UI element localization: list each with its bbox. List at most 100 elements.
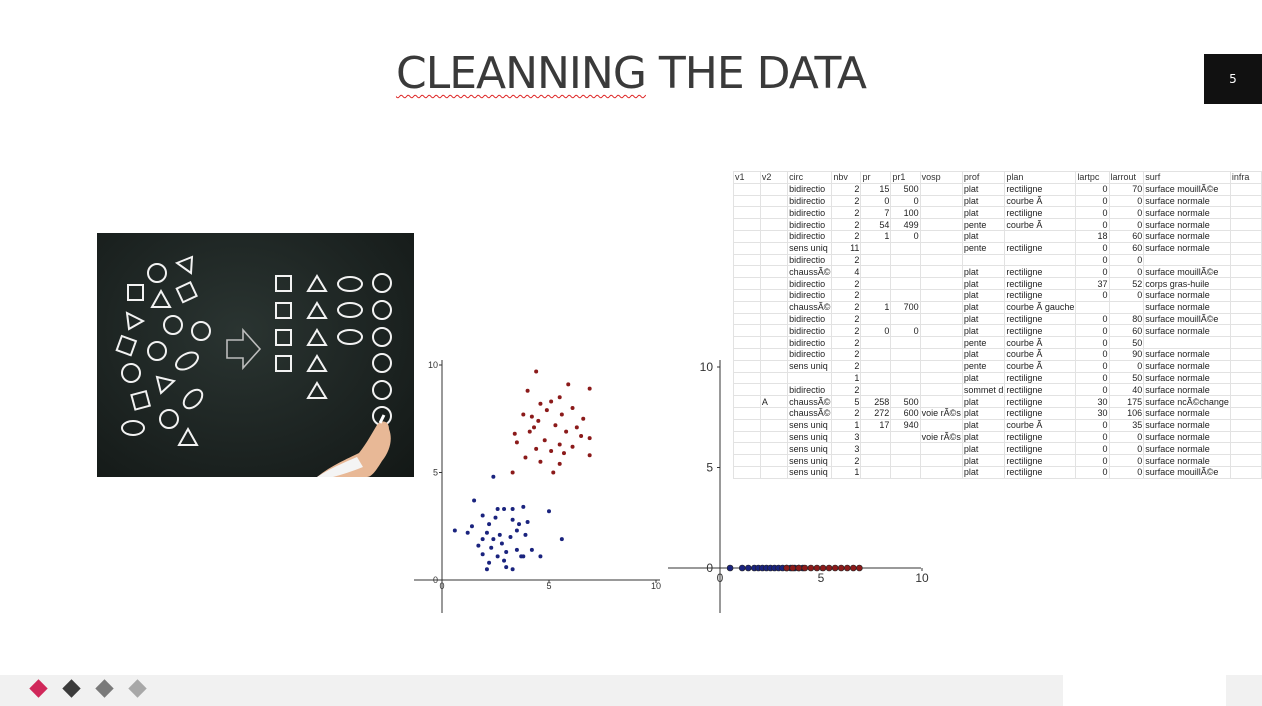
slide-number-badge: 5 (1204, 54, 1262, 104)
spreadsheet-cell: 500 (890, 182, 921, 196)
spreadsheet-cell: surface normale (1143, 418, 1231, 432)
spreadsheet-cell: bidirectio (787, 206, 833, 220)
data-point (553, 423, 558, 428)
spreadsheet-cell: 0 (1108, 465, 1145, 479)
data-point (587, 436, 592, 441)
spreadsheet-cell: 52 (1108, 277, 1145, 290)
spreadsheet-header-cell: pr1 (890, 171, 921, 184)
spreadsheet-cell: 0 (1108, 218, 1145, 231)
spreadsheet-cell: pente (961, 336, 1006, 349)
spreadsheet-cell: courbe Ã (1004, 359, 1077, 373)
spreadsheet-cell: courbe Ã gauche (1004, 300, 1077, 314)
spreadsheet-cell (733, 206, 761, 220)
spreadsheet-cell: 2 (831, 288, 862, 302)
spreadsheet-cell: 0 (860, 324, 892, 338)
spreadsheet-cell: 2 (831, 406, 862, 420)
spreadsheet-cell: courbe Ã (1004, 218, 1077, 231)
spreadsheet-cell (1229, 218, 1262, 231)
spreadsheet-cell (733, 218, 761, 231)
spreadsheet-cell: 60 (1108, 324, 1145, 338)
spreadsheet-cell: 0 (1075, 218, 1110, 231)
data-point (783, 564, 790, 572)
spreadsheet-cell: sens uniq (787, 442, 833, 456)
data-point (807, 564, 815, 572)
data-point (570, 406, 575, 410)
data-point (499, 541, 504, 546)
spreadsheet-cell: 0 (1075, 336, 1110, 349)
data-point (484, 567, 489, 572)
spreadsheet-row: chaussÃ© 4 plat rectiligne 0 0 surface mouillÃ… (733, 265, 1262, 279)
y-tick-label: 10 (428, 360, 438, 370)
spreadsheet-cell: bidirectio (787, 324, 833, 338)
spreadsheet-cell (1229, 300, 1262, 314)
spreadsheet-cell: bidirectio (787, 277, 833, 290)
spreadsheet-cell (1229, 194, 1262, 208)
spreadsheet-cell (759, 288, 789, 302)
spreadsheet-cell (1143, 253, 1231, 267)
spreadsheet-row: sens uniq 1 plat rectiligne 0 0 surface mouill… (733, 465, 1262, 479)
spreadsheet-cell: 70 (1108, 182, 1145, 196)
data-point (508, 535, 513, 539)
spreadsheet-cell: plat (961, 265, 1006, 279)
spreadsheet-cell: plat (961, 371, 1006, 385)
spreadsheet-cell: 0 (1108, 430, 1145, 444)
spreadsheet-cell (759, 300, 789, 314)
data-point (480, 513, 485, 518)
spreadsheet-cell (733, 336, 761, 349)
spreadsheet-cell: plat (961, 406, 1006, 420)
spreadsheet-cell: bidirectio (787, 336, 833, 349)
spreadsheet-cell: 1 (831, 465, 862, 479)
spreadsheet-cell (890, 383, 921, 397)
spreadsheet-cell: 18 (1075, 229, 1110, 243)
spreadsheet-cell: 5 (831, 395, 862, 408)
spreadsheet-cell (890, 241, 921, 255)
spreadsheet-cell (759, 336, 789, 349)
spreadsheet-cell: corps gras-huile (1143, 277, 1231, 290)
data-point (587, 453, 592, 458)
spreadsheet-cell (890, 277, 921, 290)
spreadsheet-cell: rectiligne (1004, 442, 1077, 456)
spreadsheet-cell: 0 (890, 324, 921, 338)
spreadsheet-row: bidirectio 2 sommet d rectiligne 0 40 surface … (733, 383, 1262, 397)
spreadsheet-cell (759, 406, 789, 420)
slide-title-misspelled-word: CLEANNING (395, 48, 647, 99)
spreadsheet-cell (890, 336, 921, 349)
spreadsheet-cell: 0 (1075, 265, 1110, 279)
spreadsheet-cell: courbe Ã (1004, 336, 1077, 349)
spreadsheet-cell: surface normale (1143, 288, 1231, 302)
spreadsheet-cell: 2 (831, 336, 862, 349)
data-point (856, 564, 863, 572)
data-point (504, 550, 509, 555)
spreadsheet-row: bidirectio 2 plat courbe Ã 0 90 surface normal… (733, 347, 1262, 361)
spreadsheet-cell: plat (961, 454, 1006, 467)
data-point (542, 438, 547, 443)
footer-bar-right (1226, 675, 1262, 706)
spreadsheet-cell (890, 347, 921, 361)
spreadsheet-cell: plat (961, 418, 1006, 432)
spreadsheet-cell: bidirectio (787, 182, 833, 196)
spreadsheet-header-cell: pr (860, 171, 892, 184)
data-point (795, 564, 803, 572)
data-point (497, 532, 502, 537)
spreadsheet-cell: A (759, 395, 789, 408)
spreadsheet-cell: chaussÃ© (787, 265, 833, 279)
data-point (843, 564, 851, 572)
spreadsheet-cell (733, 265, 761, 279)
data-point (538, 401, 543, 406)
spreadsheet-cell (759, 383, 789, 397)
spreadsheet-cell: rectiligne (1004, 182, 1077, 196)
spreadsheet-cell: 2 (831, 454, 862, 467)
spreadsheet-cell: surface normale (1143, 194, 1231, 208)
spreadsheet-cell (919, 395, 963, 408)
spreadsheet-cell: sens uniq (787, 465, 833, 479)
spreadsheet-cell: rectiligne (1004, 265, 1077, 279)
spreadsheet-cell: chaussÃ© (787, 395, 833, 408)
data-point (561, 451, 566, 456)
spreadsheet-cell (1004, 253, 1077, 267)
spreadsheet-cell (919, 383, 963, 397)
spreadsheet-cell (759, 371, 789, 385)
data-point (557, 461, 562, 466)
spreadsheet-cell: 15 (860, 182, 892, 196)
spreadsheet-cell: rectiligne (1004, 288, 1077, 302)
